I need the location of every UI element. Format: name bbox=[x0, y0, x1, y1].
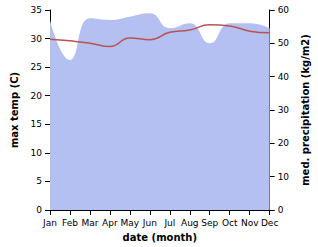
svg-text:30: 30 bbox=[31, 34, 43, 44]
svg-text:Mar: Mar bbox=[81, 218, 98, 228]
svg-text:60: 60 bbox=[278, 5, 290, 15]
svg-text:35: 35 bbox=[31, 5, 42, 15]
svg-text:5: 5 bbox=[36, 176, 42, 186]
svg-text:Apr: Apr bbox=[102, 218, 118, 228]
svg-text:0: 0 bbox=[278, 205, 284, 215]
svg-text:med. precipitation (kg/m2): med. precipitation (kg/m2) bbox=[300, 34, 311, 186]
svg-text:Jan: Jan bbox=[42, 218, 57, 228]
svg-text:Jun: Jun bbox=[142, 218, 157, 228]
svg-text:Oct: Oct bbox=[222, 218, 238, 228]
svg-text:25: 25 bbox=[31, 62, 42, 72]
svg-text:10: 10 bbox=[31, 148, 43, 158]
svg-text:Sep: Sep bbox=[201, 218, 218, 228]
svg-text:40: 40 bbox=[278, 72, 290, 82]
svg-text:May: May bbox=[121, 218, 140, 228]
svg-text:10: 10 bbox=[278, 172, 290, 182]
svg-text:Dec: Dec bbox=[261, 218, 278, 228]
svg-text:Aug: Aug bbox=[181, 218, 199, 228]
svg-text:0: 0 bbox=[36, 205, 42, 215]
svg-text:Jul: Jul bbox=[163, 218, 175, 228]
svg-text:max temp (C): max temp (C) bbox=[9, 72, 20, 148]
svg-text:Nov: Nov bbox=[241, 218, 259, 228]
svg-text:20: 20 bbox=[278, 138, 290, 148]
svg-text:20: 20 bbox=[31, 91, 43, 101]
svg-text:50: 50 bbox=[278, 38, 290, 48]
svg-text:30: 30 bbox=[278, 105, 290, 115]
svg-text:15: 15 bbox=[31, 119, 42, 129]
svg-text:Feb: Feb bbox=[62, 218, 78, 228]
svg-text:date (month): date (month) bbox=[123, 232, 197, 243]
